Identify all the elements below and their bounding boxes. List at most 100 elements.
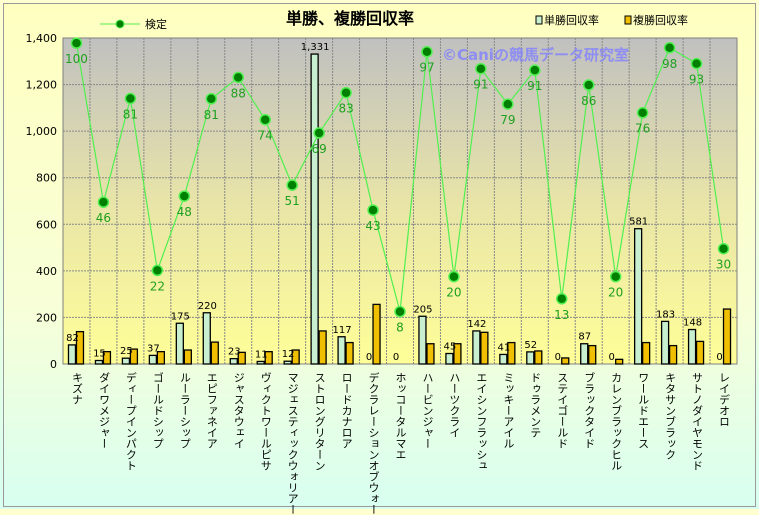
line-marker xyxy=(448,270,460,283)
bar-fukusho xyxy=(237,351,246,365)
y-tick-label: 0 xyxy=(50,358,57,371)
x-tick-label: エピファネイア xyxy=(205,372,219,449)
bar-data-label: 1,331 xyxy=(301,42,330,53)
bar-tansho xyxy=(337,336,346,365)
line-data-label: 51 xyxy=(285,194,300,208)
line-data-label: 81 xyxy=(204,108,219,122)
line-marker xyxy=(340,86,352,99)
legend: 検定 単勝回収率 複勝回収率 xyxy=(100,13,688,31)
y-tick-label: 1,400 xyxy=(26,32,58,45)
x-tick-label: ディープインパクト xyxy=(124,372,138,471)
line-marker xyxy=(178,190,191,202)
line-marker xyxy=(205,93,218,105)
line-marker xyxy=(690,57,703,70)
x-tick-label: マジェスティックウォリアー xyxy=(286,372,300,515)
line-marker xyxy=(394,305,406,318)
x-tick-label: キタサンブラック xyxy=(663,372,677,460)
line-data-label: 48 xyxy=(177,205,192,219)
x-tick-label: キズナ xyxy=(70,372,84,405)
bar-data-label: 45 xyxy=(444,342,457,353)
y-tick-label: 600 xyxy=(36,218,57,231)
bar-data-label: 0 xyxy=(393,352,399,363)
bar-data-label: 581 xyxy=(629,217,648,228)
line-marker xyxy=(124,92,137,105)
line-data-label: 91 xyxy=(527,79,542,93)
y-tick-label: 400 xyxy=(36,265,57,278)
line-data-label: 83 xyxy=(338,102,353,116)
line-marker xyxy=(609,270,622,283)
line-marker xyxy=(663,42,676,54)
line-marker xyxy=(151,264,164,277)
legend-bar2-label: 複勝回収率 xyxy=(633,13,688,27)
line-data-label: 69 xyxy=(311,142,326,156)
x-tick-label: ハービンジャー xyxy=(420,372,434,449)
bar-fukusho xyxy=(588,344,597,365)
bar-data-label: 183 xyxy=(656,309,675,320)
bar-fukusho xyxy=(722,308,732,365)
bar-tansho xyxy=(121,357,131,365)
x-tick-label: ヴィクトワールピサ xyxy=(259,372,273,471)
bar-tansho xyxy=(526,351,535,365)
line-data-label: 88 xyxy=(231,86,246,100)
x-tick-label: ワールドエース xyxy=(636,372,650,449)
bar-fukusho xyxy=(507,341,516,365)
chart-title: 単勝、複勝回収率 xyxy=(286,9,414,28)
bar-fukusho xyxy=(695,340,705,365)
line-data-label: 20 xyxy=(446,286,461,300)
line-data-label: 30 xyxy=(716,258,731,272)
x-tick-label: ステイゴールド xyxy=(555,372,569,449)
bar-tansho xyxy=(687,328,697,365)
bar-fukusho xyxy=(264,351,273,365)
bar-data-label: 87 xyxy=(578,332,591,343)
bar-tansho xyxy=(283,360,292,365)
legend-bar2-swatch xyxy=(624,15,632,25)
legend-line-label: 検定 xyxy=(145,17,167,31)
bar-fukusho xyxy=(183,349,192,365)
bar-fukusho xyxy=(102,351,112,365)
bar-tansho xyxy=(94,359,104,365)
line-marker xyxy=(259,113,271,126)
line-data-label: 76 xyxy=(635,122,650,136)
watermark: ©Caniの競馬データ研究室 xyxy=(442,46,629,64)
x-tick-label: エイシンフラッシュ xyxy=(474,372,488,471)
bar-tansho xyxy=(229,357,238,365)
bar-data-label: 25 xyxy=(120,346,133,357)
bar-data-label: 11 xyxy=(255,349,268,360)
line-data-label: 43 xyxy=(365,219,380,233)
bar-tansho xyxy=(418,315,427,365)
x-tick-label: ブラックタイド xyxy=(582,372,596,449)
line-marker xyxy=(636,106,649,119)
x-tick-label: デクラレーションオブウォー xyxy=(367,372,381,515)
bar-fukusho xyxy=(641,341,651,365)
bar-fukusho xyxy=(372,303,381,365)
bar-data-label: 41 xyxy=(497,342,510,353)
line-data-label: 20 xyxy=(608,286,623,300)
line-data-label: 46 xyxy=(96,211,111,225)
bar-data-label: 142 xyxy=(467,319,486,330)
bar-data-label: 15 xyxy=(93,349,106,360)
bar-fukusho xyxy=(453,343,462,365)
bar-data-label: 12 xyxy=(282,349,295,360)
y-tick-label: 800 xyxy=(36,172,57,185)
line-marker xyxy=(97,196,110,208)
bar-fukusho xyxy=(534,350,543,365)
line-data-label: 97 xyxy=(419,61,434,75)
line-data-label: 86 xyxy=(581,94,596,108)
x-tick-label: カレンブラックヒル xyxy=(609,372,623,471)
x-tick-label: ゴールドシップ xyxy=(151,372,165,449)
bar-tansho xyxy=(580,343,589,365)
bar-fukusho xyxy=(345,341,354,365)
legend-marker xyxy=(115,19,125,29)
line-marker xyxy=(286,179,298,191)
bar-tansho xyxy=(202,312,211,365)
line-data-label: 93 xyxy=(689,73,704,87)
line-marker xyxy=(421,45,433,58)
bar-tansho xyxy=(256,360,265,365)
line-data-label: 91 xyxy=(473,78,488,92)
bar-fukusho xyxy=(75,330,85,365)
bar-tansho xyxy=(499,353,508,365)
bar-data-label: 175 xyxy=(171,311,190,322)
line-marker xyxy=(582,79,595,91)
line-marker xyxy=(556,293,568,305)
